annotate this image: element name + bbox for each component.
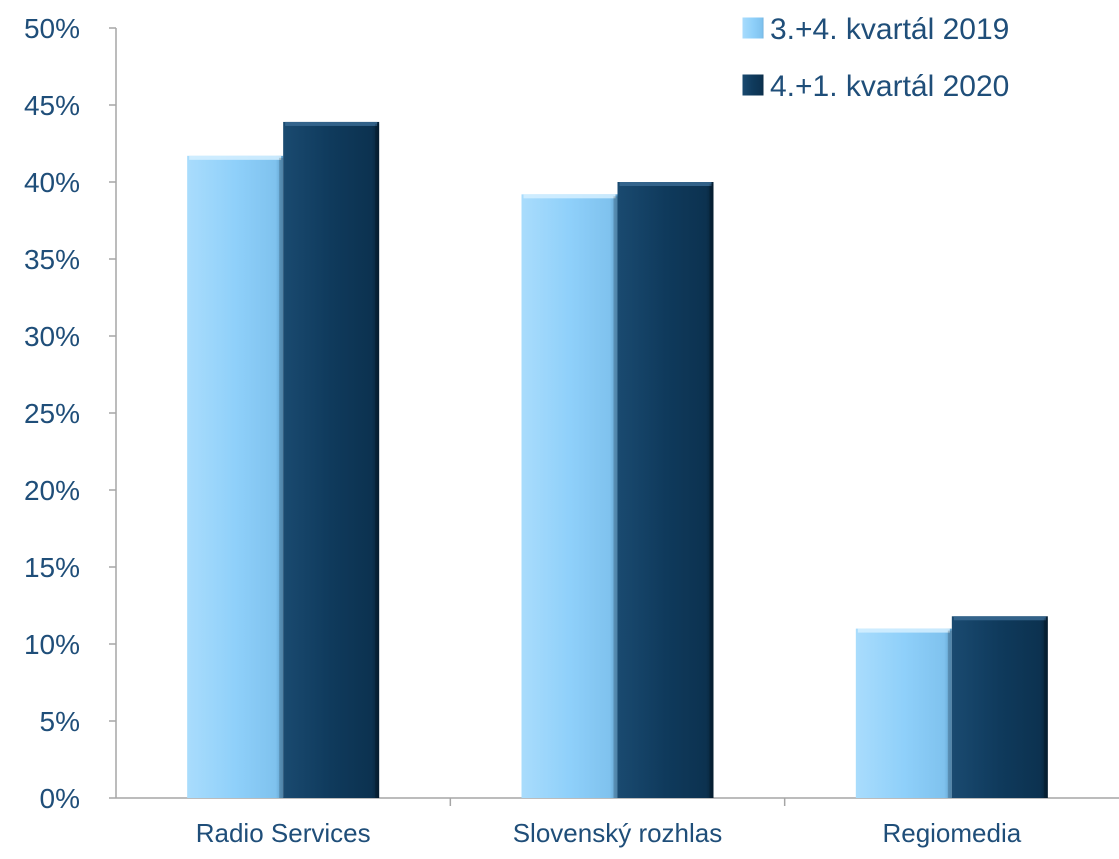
- bars: [187, 121, 1048, 798]
- axes: 0% 5% 10% 15% 20% 25% 30% 35% 40% 45% 50% Radio Ser…: [24, 13, 1119, 848]
- bar-body: [855, 628, 952, 798]
- y-tick-label: 0%: [40, 783, 80, 814]
- legend-swatch: [741, 73, 765, 97]
- y-tick-label: 20%: [24, 475, 80, 506]
- legend-item: 4.+1. kvartál 2020: [741, 70, 1009, 103]
- legend-swatch: [741, 16, 765, 40]
- y-tick-label: 5%: [40, 706, 80, 737]
- y-tick-label: 35%: [24, 244, 80, 275]
- bar-bevel-right: [947, 630, 952, 798]
- y-tick-label: 30%: [24, 321, 80, 352]
- bar-bevel-top: [619, 182, 712, 186]
- bar-bevel-top: [953, 616, 1046, 621]
- legend: 3.+4. kvartál 2019 4.+1. kvartál 2020: [741, 13, 1009, 103]
- x-category-label: Regiomedia: [882, 818, 1021, 848]
- bar-bevel-right: [1043, 618, 1048, 798]
- bar-bevel-top: [285, 121, 378, 126]
- bar: [855, 628, 952, 798]
- y-tick-label: 45%: [24, 90, 80, 121]
- bar-bevel-right: [279, 157, 284, 798]
- legend-item: 3.+4. kvartál 2019: [741, 13, 1009, 46]
- bar-body: [521, 194, 618, 798]
- bar-body: [951, 616, 1048, 798]
- bar-bevel-right: [709, 184, 714, 798]
- bar: [617, 182, 714, 798]
- x-category-label: Radio Services: [196, 818, 371, 848]
- bar-bevel-right: [375, 123, 380, 798]
- bar-body: [617, 182, 714, 798]
- bar-bevel-top: [189, 155, 282, 160]
- bar: [283, 121, 380, 798]
- x-category-label: Slovenský rozhlas: [513, 818, 723, 848]
- bar: [187, 155, 284, 798]
- y-tick-label: 15%: [24, 552, 80, 583]
- bar-bevel-right: [613, 196, 618, 798]
- legend-label: 3.+4. kvartál 2019: [770, 13, 1009, 46]
- y-tick-label: 50%: [24, 13, 80, 44]
- y-tick-label: 40%: [24, 167, 80, 198]
- bar: [521, 194, 618, 798]
- bar-body: [187, 155, 284, 798]
- bar-bevel-top: [857, 628, 950, 633]
- legend-label: 4.+1. kvartál 2020: [770, 70, 1009, 103]
- y-tick-label: 25%: [24, 398, 80, 429]
- bar-bevel-top: [523, 194, 616, 199]
- bar: [951, 616, 1048, 798]
- y-tick-label: 10%: [24, 629, 80, 660]
- bar-body: [283, 121, 380, 798]
